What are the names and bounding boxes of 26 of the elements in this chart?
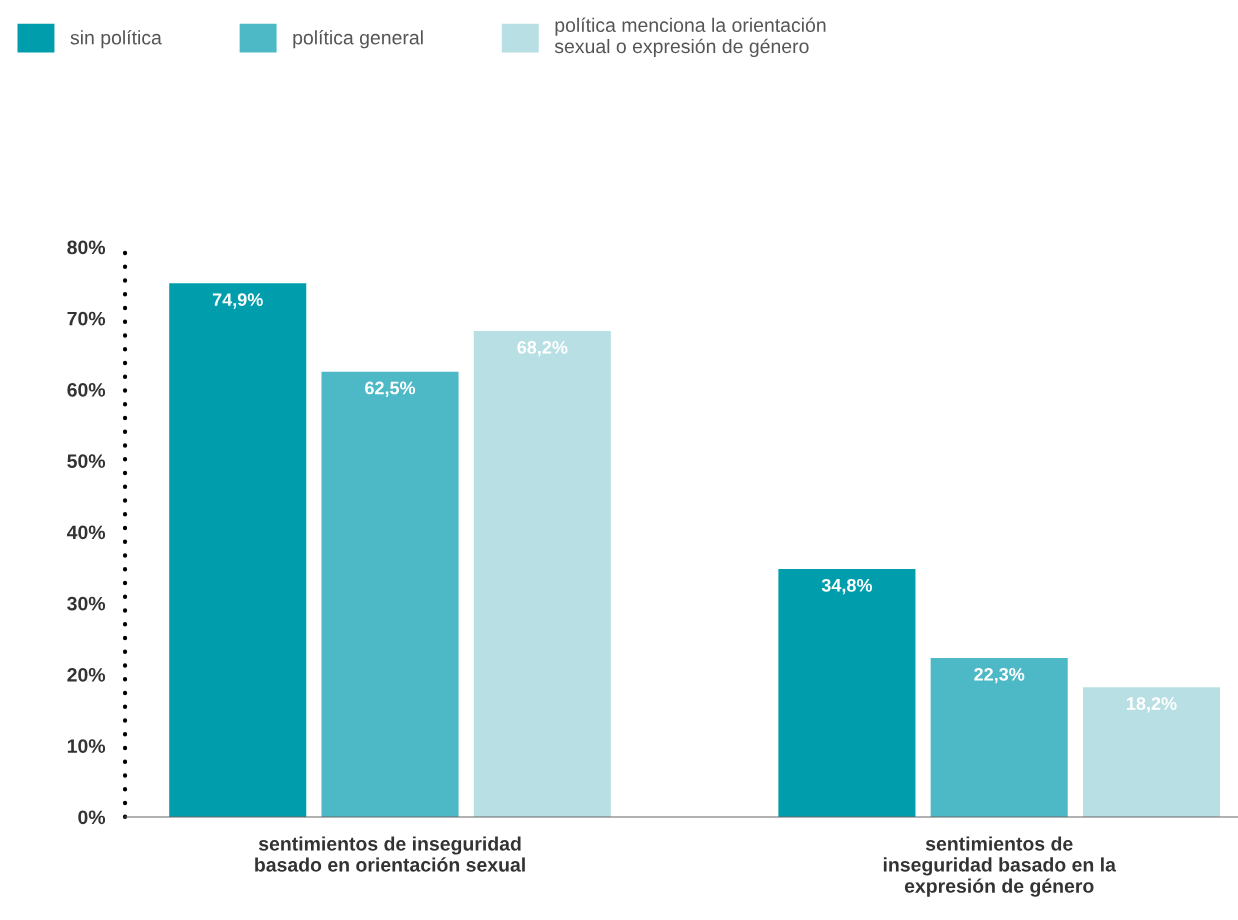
y-tick-label: 70%: [67, 311, 106, 326]
x-tick-label: sentimientos de inseguridad basado en orientación sexual: [255, 836, 525, 872]
y-tick-label: 60%: [67, 382, 106, 397]
x-tick-label: sentimientos de inseguridad basado en la expresión de género: [883, 836, 1117, 897]
bar: [1082, 687, 1221, 817]
legend-label: política general: [293, 30, 423, 49]
data-label: 18,2%: [1127, 697, 1177, 713]
data-label: 74,9%: [212, 293, 263, 309]
legend-label: política menciona la orientación sexual o expresión de género: [554, 17, 826, 58]
y-tick-label: 20%: [67, 667, 106, 682]
bar: [930, 658, 1068, 817]
data-label: 22,3%: [974, 667, 1025, 684]
y-tick-label: 50%: [67, 454, 106, 468]
y-tick-label: 40%: [66, 525, 106, 540]
bar: [473, 331, 611, 817]
data-label: 34,8%: [821, 578, 873, 595]
legend-label: sin política: [70, 30, 162, 49]
y-tick-label: 30%: [67, 596, 106, 611]
bar: [169, 283, 307, 817]
y-tick-label: 80%: [67, 240, 106, 255]
bar: [321, 371, 459, 817]
bar: [778, 569, 916, 817]
data-label: 62,5%: [365, 381, 416, 397]
y-tick-label: 0%: [78, 810, 106, 825]
data-label: 68,2%: [517, 340, 568, 357]
y-tick-label: 10%: [67, 739, 106, 753]
